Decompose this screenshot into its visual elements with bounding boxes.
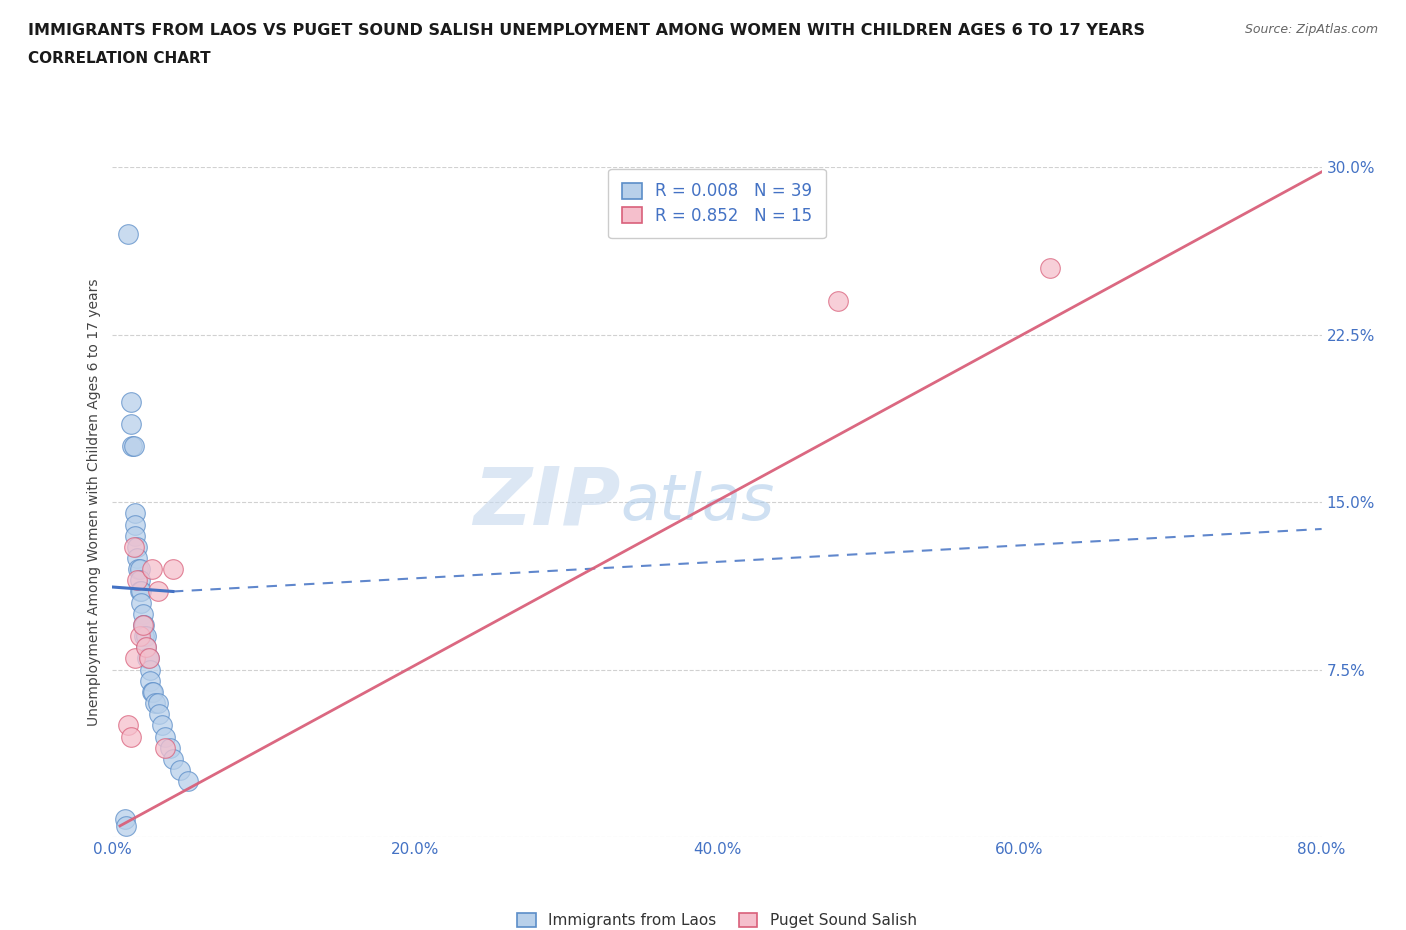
- Point: [146, 696, 169, 711]
- Point: [132, 618, 155, 632]
- Point: [142, 684, 165, 699]
- Point: [128, 562, 150, 577]
- Point: [162, 751, 184, 766]
- Point: [162, 562, 184, 577]
- Point: [155, 729, 177, 744]
- Legend: Immigrants from Laos, Puget Sound Salish: Immigrants from Laos, Puget Sound Salish: [510, 905, 924, 930]
- Point: [120, 417, 142, 432]
- Point: [125, 573, 148, 588]
- Point: [117, 227, 139, 242]
- Point: [136, 651, 159, 666]
- Point: [132, 618, 155, 632]
- Text: atlas: atlas: [620, 472, 775, 533]
- Point: [124, 506, 146, 521]
- Y-axis label: Unemployment Among Women with Children Ages 6 to 17 years: Unemployment Among Women with Children A…: [87, 278, 101, 726]
- Point: [132, 606, 155, 621]
- Point: [146, 584, 169, 599]
- Point: [124, 528, 146, 543]
- Point: [128, 573, 150, 588]
- Point: [155, 740, 177, 755]
- Point: [120, 394, 142, 409]
- Point: [128, 584, 150, 599]
- Point: [127, 562, 149, 577]
- Point: [177, 774, 200, 789]
- Point: [150, 718, 173, 733]
- Point: [120, 729, 142, 744]
- Point: [128, 629, 150, 644]
- Point: [124, 651, 146, 666]
- Text: Source: ZipAtlas.com: Source: ZipAtlas.com: [1244, 23, 1378, 36]
- Point: [138, 651, 160, 666]
- Text: IMMIGRANTS FROM LAOS VS PUGET SOUND SALISH UNEMPLOYMENT AMONG WOMEN WITH CHILDRE: IMMIGRANTS FROM LAOS VS PUGET SOUND SALI…: [28, 23, 1144, 38]
- Text: CORRELATION CHART: CORRELATION CHART: [28, 51, 211, 66]
- Point: [169, 763, 191, 777]
- Point: [827, 294, 849, 309]
- Point: [122, 539, 145, 554]
- Point: [148, 707, 170, 722]
- Point: [135, 629, 157, 644]
- Point: [122, 439, 145, 454]
- Point: [135, 640, 157, 655]
- Text: ZIP: ZIP: [472, 463, 620, 541]
- Point: [135, 640, 157, 655]
- Point: [134, 618, 156, 632]
- Point: [141, 684, 163, 699]
- Point: [117, 718, 139, 733]
- Point: [143, 696, 166, 711]
- Point: [138, 651, 160, 666]
- Point: [114, 812, 136, 827]
- Point: [159, 740, 181, 755]
- Point: [141, 562, 163, 577]
- Point: [134, 629, 156, 644]
- Point: [121, 439, 143, 454]
- Point: [139, 662, 162, 677]
- Point: [1038, 260, 1062, 275]
- Point: [124, 517, 146, 532]
- Point: [129, 595, 152, 610]
- Point: [125, 551, 148, 565]
- Point: [139, 673, 162, 688]
- Point: [129, 584, 152, 599]
- Point: [115, 818, 138, 833]
- Point: [125, 539, 148, 554]
